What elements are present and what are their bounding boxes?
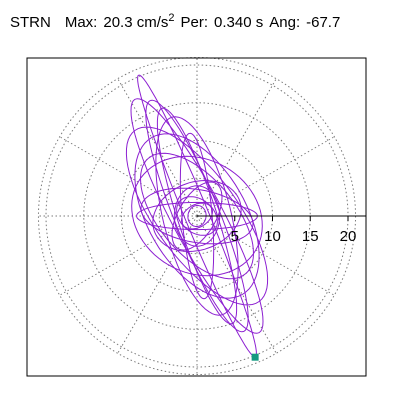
trajectory-loop <box>134 133 260 299</box>
plot-frame <box>26 57 367 377</box>
motion-trajectory <box>125 74 269 361</box>
trajectory-loop <box>131 155 263 277</box>
grid-spoke <box>196 215 277 354</box>
grid-spoke <box>196 78 277 217</box>
grid-spoke <box>196 136 335 217</box>
trajectory-loop <box>130 98 264 334</box>
chart-header: STRN Max: 20.3 cm/s2 Per: 0.340 s Ang: -67.7 <box>10 12 340 31</box>
grid-spoke <box>117 78 198 217</box>
max-label: Max: <box>64 14 98 31</box>
grid-spoke <box>196 215 335 296</box>
radial-tick-label: 20 <box>340 228 357 245</box>
max-value: 20.3 cm/s <box>103 14 169 31</box>
period-label: Per: <box>180 14 209 31</box>
trajectory-loop <box>176 196 218 236</box>
period-value: 0.340 s <box>214 14 264 31</box>
grid-spoke <box>59 136 198 217</box>
trajectory-loop <box>179 132 215 300</box>
radial-tick-label: 5 <box>231 228 239 245</box>
grid-spoke <box>59 215 198 296</box>
trajectory-loop <box>125 126 269 306</box>
max-unit-exponent: 2 <box>168 12 175 24</box>
station-code: STRN <box>10 14 51 31</box>
angle-value: -67.7 <box>306 14 341 31</box>
trajectory-loop <box>171 181 223 251</box>
trajectory-loop <box>136 201 258 231</box>
radial-tick-label: 10 <box>264 228 281 245</box>
trajectory-loop <box>187 205 207 227</box>
radial-tick-label: 15 <box>302 228 319 245</box>
trajectory-end-marker <box>251 353 259 361</box>
trajectory-loop <box>155 116 239 316</box>
trajectory-loop <box>140 187 254 245</box>
trajectory-loop <box>173 185 221 247</box>
grid-spoke <box>117 215 198 354</box>
angle-label: Ang: <box>269 14 301 31</box>
radial-axis: 5 10 15 20 <box>197 215 366 245</box>
